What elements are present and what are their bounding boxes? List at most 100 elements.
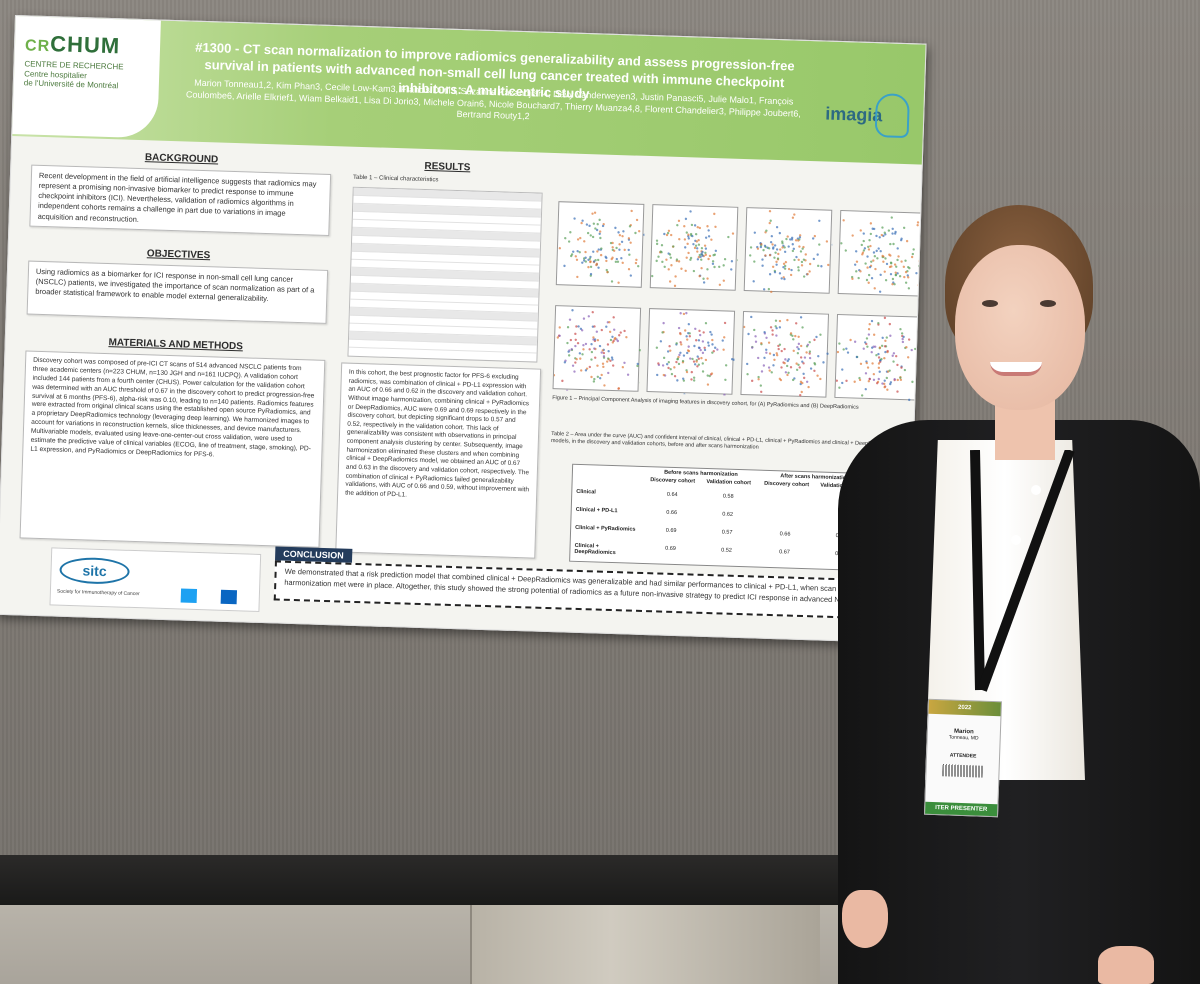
scatter-dot [614,260,618,263]
scatter-dot [691,234,694,238]
scatter-dot [884,350,887,354]
scatter-dot [860,243,863,247]
scatter-dot [694,327,697,331]
scatter-dot [681,359,685,363]
scatter-dot [884,257,887,260]
scatter-dot [872,259,875,262]
scatter-dot [864,372,868,375]
scatter-dot [687,323,691,326]
conclusion-text: We demonstrated that a risk prediction m… [273,560,885,620]
scatter-dot [888,253,891,256]
scatter-dot [588,365,592,369]
scatter-dot [692,379,696,382]
scatter-dot [812,257,816,261]
scatter-dot [577,325,580,328]
scatter-dot [775,263,778,266]
scatter-dot [855,260,859,263]
scatter-dot [877,366,881,370]
scatter-dot [679,351,682,354]
scatter-dot [697,243,701,246]
scatter-dot [584,250,587,254]
scatter-dot [802,258,806,261]
scatter-dot [883,382,886,386]
scatter-dot [866,266,869,269]
scatter-dot [745,362,749,366]
scatter-dot [580,221,583,225]
imagia-head-icon [874,93,910,139]
scatter-dot [611,364,615,367]
scatter-dot [807,385,810,389]
scatter-dot [663,265,666,269]
scatter-dot [760,370,764,373]
scatter-dot [628,225,632,228]
scatter-dot [718,283,722,286]
scatter-dot [883,345,887,348]
scatter-dot [783,267,787,270]
research-poster: CRCHUM CENTRE DE RECHERCHE Centre hospit… [0,15,927,644]
scatter-dot [867,281,870,284]
scatter-dot [813,361,816,365]
scatter-dot [881,382,884,385]
scatter-dot [670,264,673,267]
scatter-dot [762,248,765,252]
scatter-dot [590,350,594,354]
scatter-dot [797,266,800,269]
scatter-dot [701,250,704,254]
scatter-dot [566,341,569,345]
scatter-dot [771,265,775,269]
scatter-dot [883,356,886,360]
scatter-dot [793,258,796,262]
scatter-dot [747,332,750,336]
scatter-dot [889,272,893,276]
scatter-dot [683,238,687,241]
scatter-dot [791,249,795,253]
scatter-dot [659,250,662,253]
scatter-dot [783,347,786,351]
scatter-dot [805,351,808,354]
scatter-dot [805,380,809,383]
table2-cell: 0.64 [666,491,678,499]
scatter-dot [800,260,804,264]
scatter-dot [707,229,710,232]
scatter-dot [782,265,785,269]
scatter-dot [609,338,613,342]
scatter-dot [600,328,603,332]
scatter-dot [591,235,595,239]
scatter-dot [634,261,638,265]
scatter-dot [870,350,873,354]
scatter-dot [587,265,590,269]
scatter-dot [589,265,593,269]
scatter-dot [841,368,844,371]
scatter-dot [598,344,602,348]
scatter-dot [711,260,715,263]
scatter-dot [567,350,570,353]
scatter-dot [670,233,673,237]
scatter-dot [618,243,621,246]
scatter-dot [778,272,782,275]
lanyard [970,450,1075,692]
scatter-dot [731,232,735,235]
scatter-dot [637,264,640,268]
scatter-dot [769,326,773,329]
scatter-dot [915,271,918,275]
scatter-dot [604,255,607,259]
scatter-dot [806,343,810,346]
scatter-dot [900,366,903,369]
scatter-dot [584,256,587,259]
scatter-dot [780,277,783,280]
pca-plot-b2 [640,306,739,397]
scatter-dot [883,316,887,320]
scatter-dot [679,332,682,336]
scatter-dot [877,247,880,250]
scatter-dot [783,264,787,268]
scatter-dot [802,245,805,249]
scatter-dot [868,322,871,326]
scatter-dot [861,253,864,256]
scatter-dot [752,280,755,283]
scatter-dot [801,381,804,385]
scatter-dot [870,346,874,349]
scatter-dot [636,364,639,368]
scatter-dot [899,327,902,331]
scatter-dot [877,362,881,365]
scatter-dot [621,234,624,238]
